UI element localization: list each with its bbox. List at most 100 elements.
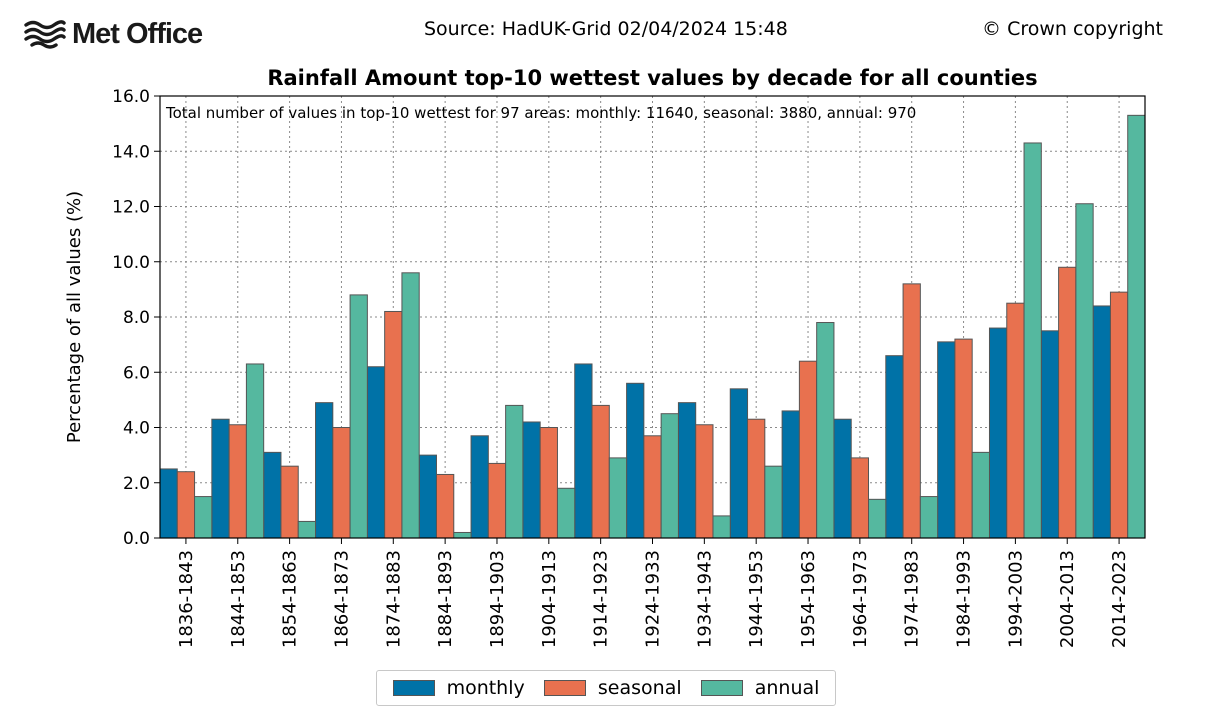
copyright-text: © Crown copyright [982,18,1163,40]
bar-annual [1075,203,1094,539]
bar-seasonal [643,435,662,539]
bar-seasonal [435,473,455,539]
bar-annual [660,413,679,539]
bar-monthly [418,454,437,539]
header: Met Office Source: HadUK-Grid 02/04/2024… [0,0,1213,60]
bar-seasonal [176,471,196,539]
bar-monthly [885,355,904,539]
y-axis-label: Percentage of all values (%) [64,191,85,443]
x-tick-label: 2004-2013 [1057,550,1078,648]
chart-title: Rainfall Amount top-10 wettest values by… [267,66,1037,90]
legend-swatch-monthly [392,680,435,696]
bar-monthly [988,327,1008,539]
bar-annual [401,272,420,539]
bar-annual [971,451,990,539]
bar-seasonal [384,310,403,539]
bar-monthly [937,341,956,539]
bar-annual [868,498,887,539]
y-tick-label: 0.0 [123,529,150,549]
bar-seasonal [228,424,247,539]
bar-monthly [781,410,800,539]
bar-seasonal [1006,302,1025,539]
met-office-waves-icon [24,20,66,49]
y-tick-label: 12.0 [112,198,150,218]
bar-annual [764,465,783,539]
bar-seasonal [591,404,610,539]
x-tick-label: 1844-1853 [228,550,249,648]
x-tick-label: 1974-1983 [902,550,923,648]
bar-annual [1127,114,1146,539]
bar-seasonal [332,427,351,539]
bar-annual [712,515,731,539]
bar-seasonal [747,418,766,539]
y-tick-label: 14.0 [112,142,150,162]
plot-frame [159,95,1146,539]
bar-monthly [574,363,593,539]
bar-seasonal [1109,291,1129,539]
bar-annual [297,520,317,539]
bar-monthly [1092,305,1111,539]
x-tick-label: 2014-2023 [1109,550,1130,648]
y-tick-label: 16.0 [112,87,150,107]
legend-item-seasonal: seasonal [543,677,682,699]
source-text: Source: HadUK-Grid 02/04/2024 15:48 [424,18,788,40]
legend-item-monthly: monthly [392,677,525,699]
x-tick-label: 1914-1923 [591,550,612,648]
x-tick-label: 1836-1843 [176,550,197,648]
chart-legend: monthly seasonal annual [376,670,836,706]
bar-monthly [315,402,334,539]
chart-annotation: Total number of values in top-10 wettest… [165,104,916,122]
bar-seasonal [695,424,714,539]
bar-annual [1023,142,1042,539]
x-tick-label: 1944-1953 [746,550,767,648]
x-tick-label: 1984-1993 [954,550,975,648]
legend-label-annual: annual [754,677,820,699]
bar-annual [349,294,368,539]
legend-label-monthly: monthly [446,677,525,699]
bar-seasonal [1058,266,1077,539]
y-tick-label: 6.0 [123,363,150,383]
legend-swatch-annual [700,680,743,696]
bar-monthly [211,418,230,539]
bar-seasonal [954,338,973,539]
x-tick-label: 1854-1863 [280,550,301,648]
legend-swatch-seasonal [543,680,586,696]
bar-monthly [366,366,386,539]
bar-monthly [729,388,749,539]
bar-annual [505,404,524,539]
bar-seasonal [539,427,558,539]
x-tick-label: 1954-1963 [798,550,819,648]
x-tick-label: 1934-1943 [694,550,715,648]
bar-seasonal [280,465,299,539]
bar-monthly [263,451,282,539]
x-tick-label: 1964-1973 [850,550,871,648]
x-tick-label: 1874-1883 [383,550,404,648]
bar-seasonal [902,283,921,539]
y-tick-label: 8.0 [123,308,150,328]
legend-label-seasonal: seasonal [597,677,682,699]
bar-annual [919,496,939,539]
bar-annual [608,457,628,539]
brand-name: Met Office [72,17,203,50]
x-tick-label: 1864-1873 [331,550,352,648]
bar-seasonal [487,462,507,539]
bar-annual [556,487,576,539]
x-tick-label: 1994-2003 [1005,550,1026,648]
bar-monthly [470,435,489,539]
bar-monthly [1040,330,1060,539]
bar-annual [194,496,213,539]
bar-seasonal [850,457,870,539]
bar-monthly [677,402,697,539]
x-tick-label: 1894-1903 [487,550,508,648]
legend-item-annual: annual [700,677,820,699]
bar-monthly [833,418,852,539]
y-tick-label: 10.0 [112,253,150,273]
met-office-logo[interactable]: Met Office [24,14,203,54]
y-tick-label: 4.0 [123,419,150,439]
bar-monthly [522,421,541,539]
bar-monthly [626,382,645,539]
bar-annual [816,322,835,539]
x-tick-label: 1884-1893 [435,550,456,648]
bar-annual [453,531,472,539]
